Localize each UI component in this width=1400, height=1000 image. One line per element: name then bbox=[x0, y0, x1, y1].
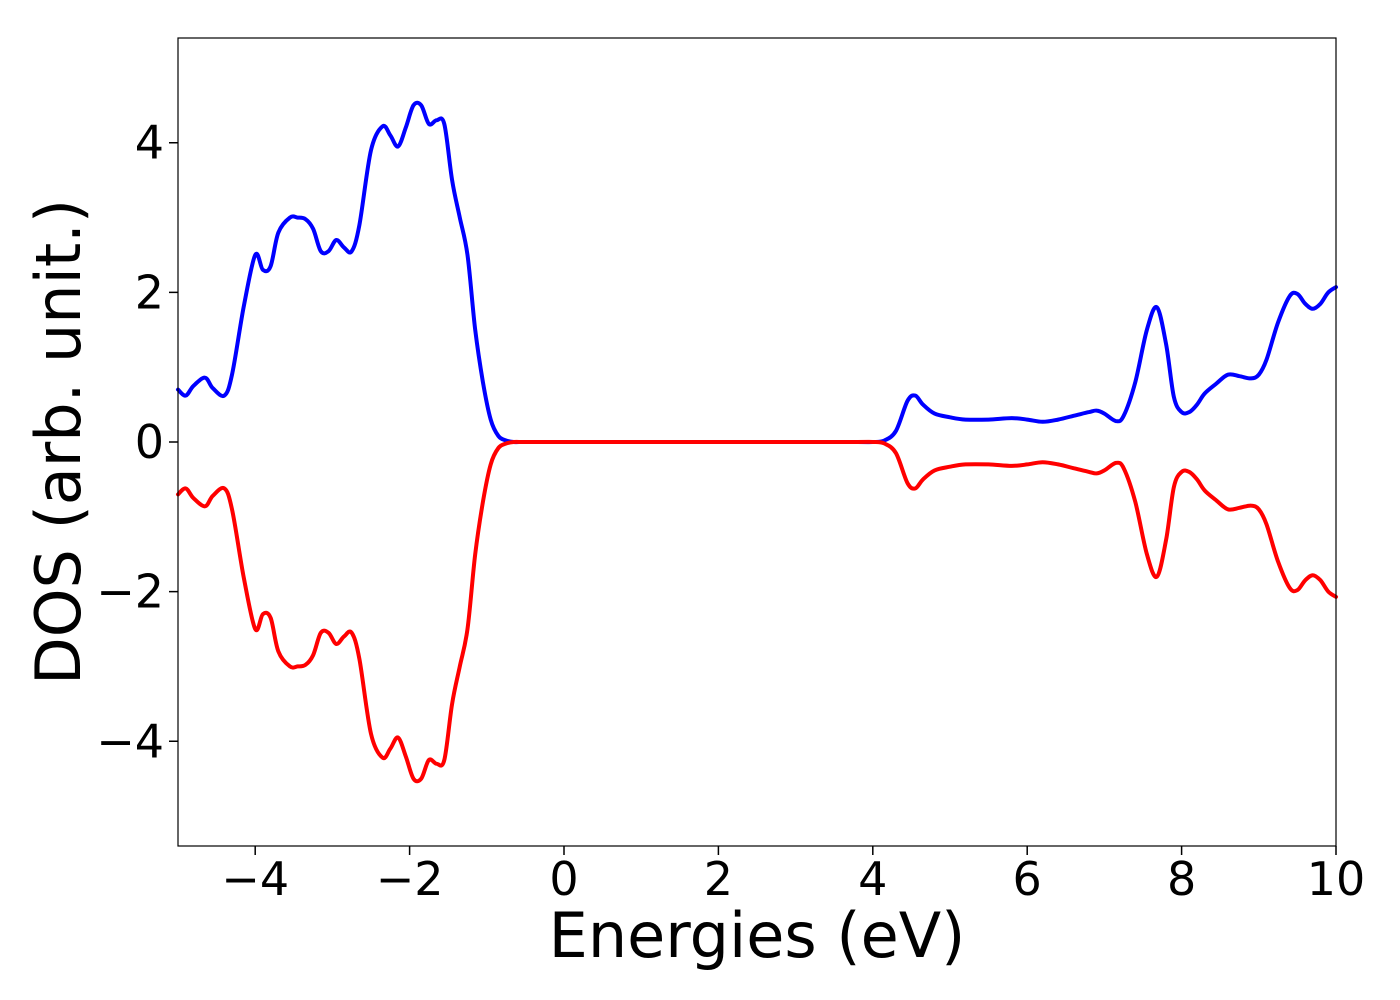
y-tick-label: 4 bbox=[135, 116, 164, 170]
x-tick-label: 4 bbox=[858, 852, 887, 906]
series-layer bbox=[176, 100, 1338, 784]
y-tick-label: −4 bbox=[96, 714, 164, 768]
y-tick-label: 2 bbox=[135, 265, 164, 319]
plot-frame bbox=[177, 37, 1337, 847]
y-tick-label: 0 bbox=[135, 415, 164, 469]
y-axis-title: DOS (arb. unit.) bbox=[22, 199, 95, 685]
x-tick-label: 8 bbox=[1167, 852, 1196, 906]
x-axis-ticks: −4 −2 0 2 4 6 8 10 bbox=[221, 846, 1365, 906]
x-tick-label: 10 bbox=[1307, 852, 1366, 906]
y-axis-ticks: −4 −2 0 2 4 bbox=[96, 116, 178, 768]
x-tick-label: 0 bbox=[549, 852, 578, 906]
series-up-line bbox=[176, 100, 1338, 445]
y-tick-label: −2 bbox=[96, 565, 164, 619]
x-tick-label: −2 bbox=[376, 852, 444, 906]
series-down-line bbox=[176, 439, 1338, 784]
x-tick-label: 6 bbox=[1013, 852, 1042, 906]
x-tick-label: 2 bbox=[704, 852, 733, 906]
x-tick-label: −4 bbox=[221, 852, 289, 906]
x-axis-title: Energies (eV) bbox=[549, 899, 966, 972]
